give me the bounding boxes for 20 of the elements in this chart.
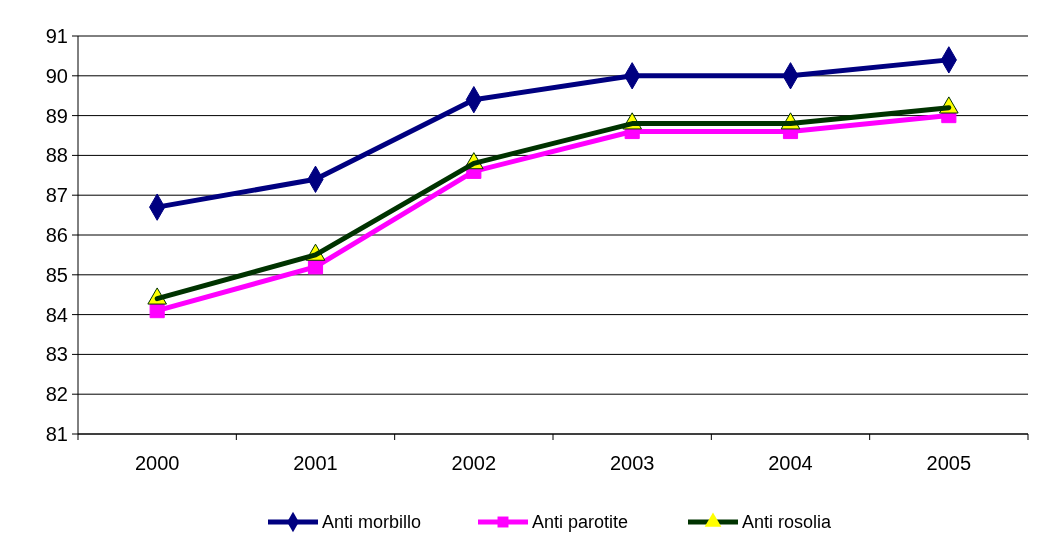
x-tick-label: 2004 (768, 452, 813, 474)
x-tick-label: 2003 (609, 452, 655, 474)
y-tick-label: 82 (45, 383, 68, 406)
y-tick-label: 91 (45, 25, 68, 47)
y-tick-label: 90 (45, 64, 68, 87)
y-tick-label: 85 (45, 263, 68, 286)
y-tick-label: 81 (45, 423, 68, 445)
legend-label: Anti parotite (532, 512, 629, 533)
x-tick-label: 2005 (926, 452, 972, 474)
x-tick-label: 2001 (293, 452, 338, 474)
x-tick-label: 2002 (451, 452, 497, 474)
y-tick-label: 86 (45, 224, 68, 246)
legend-label: Anti morbillo (322, 512, 422, 533)
legend-label: Anti rosolia (742, 512, 833, 533)
y-tick-label: 88 (45, 144, 68, 167)
x-tick-label: 2000 (134, 452, 180, 474)
y-tick-label: 89 (45, 104, 68, 127)
y-tick-label: 84 (45, 303, 68, 326)
y-tick-label: 87 (45, 184, 68, 207)
y-tick-label: 83 (45, 343, 68, 366)
